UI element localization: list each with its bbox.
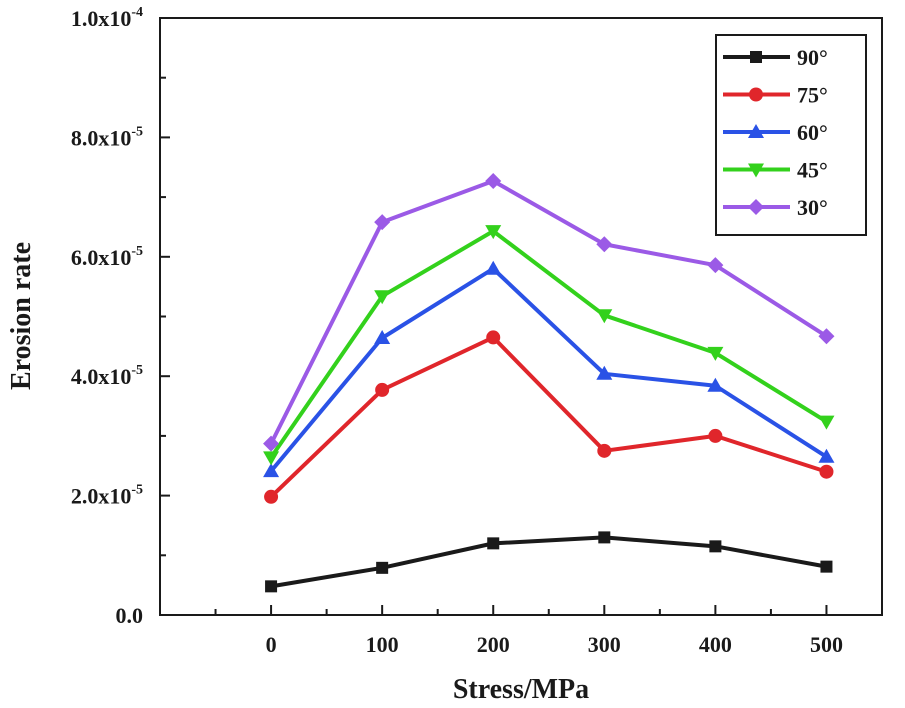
data-point xyxy=(265,580,278,593)
x-tick-labels: 0 100 200 300 400 500 xyxy=(266,632,843,657)
y-tick-mantissa: 1.0x10 xyxy=(71,6,132,31)
y-tick-label: 1.0x10-4 xyxy=(71,5,143,31)
data-point xyxy=(263,463,280,478)
y-tick-mantissa: 6.0x10 xyxy=(71,245,132,270)
x-tick-label: 0 xyxy=(266,632,277,657)
y-tick-exponent: -5 xyxy=(131,363,143,378)
data-point xyxy=(818,415,835,430)
legend-label: 60° xyxy=(797,120,828,145)
y-tick-exponent: -5 xyxy=(131,483,143,498)
legend-entry: 90° xyxy=(723,45,828,70)
series-layer xyxy=(263,172,835,593)
data-point xyxy=(374,329,391,344)
data-point xyxy=(597,443,612,458)
data-point xyxy=(485,172,502,189)
data-point xyxy=(596,236,613,253)
series-1 xyxy=(264,330,834,504)
data-point xyxy=(263,451,280,466)
x-tick-label: 100 xyxy=(366,632,399,657)
y-tick-exponent: -5 xyxy=(131,124,143,139)
series-3 xyxy=(263,225,835,466)
series-2 xyxy=(263,260,835,478)
data-point xyxy=(820,560,833,573)
y-tick-label: 2.0x10-5 xyxy=(71,483,143,509)
legend-label: 90° xyxy=(797,45,828,70)
data-point xyxy=(376,561,389,574)
series-line xyxy=(269,266,828,473)
y-tick-exponent: -4 xyxy=(131,5,143,20)
series-line xyxy=(269,178,828,445)
data-point xyxy=(374,290,391,305)
x-tick-label: 200 xyxy=(477,632,510,657)
y-tick-mantissa: 8.0x10 xyxy=(71,125,132,150)
data-point xyxy=(598,531,611,544)
y-tick-labels: 0.02.0x10-54.0x10-56.0x10-58.0x10-51.0x1… xyxy=(71,5,143,628)
data-point xyxy=(818,448,835,463)
axis-ticks xyxy=(160,17,828,616)
data-point xyxy=(487,537,500,550)
legend-marker xyxy=(750,51,762,63)
y-tick-label: 0.0 xyxy=(116,603,144,628)
data-point xyxy=(374,214,391,231)
data-point xyxy=(596,309,613,324)
data-point xyxy=(818,328,835,345)
legend: 90° 75° 60° 45° 30° xyxy=(715,34,867,236)
legend-entry: 30° xyxy=(723,195,828,220)
legend-marker xyxy=(749,87,763,102)
x-tick-label: 500 xyxy=(810,632,843,657)
y-tick-label: 6.0x10-5 xyxy=(71,244,143,270)
legend-marker xyxy=(748,124,764,138)
x-tick-label: 400 xyxy=(699,632,732,657)
legend-entry: 45° xyxy=(723,158,828,183)
legend-label: 30° xyxy=(797,195,828,220)
y-tick-label: 4.0x10-5 xyxy=(71,363,143,389)
legend-entry: 75° xyxy=(723,83,828,108)
series-0 xyxy=(265,531,833,593)
legend-label: 45° xyxy=(797,158,828,183)
data-point xyxy=(263,435,280,452)
data-point xyxy=(708,428,723,443)
legend-label: 75° xyxy=(797,83,828,108)
data-point xyxy=(707,257,724,274)
x-tick-label: 300 xyxy=(588,632,621,657)
legend-marker xyxy=(748,199,764,215)
series-4 xyxy=(263,172,835,452)
data-point xyxy=(709,540,722,553)
y-tick-label: 8.0x10-5 xyxy=(71,124,143,150)
y-tick-mantissa: 0.0 xyxy=(116,603,144,628)
legend-marker xyxy=(748,163,764,178)
data-point xyxy=(819,464,834,479)
data-point xyxy=(486,330,501,345)
data-point xyxy=(596,365,613,380)
data-point xyxy=(264,489,279,504)
y-tick-exponent: -5 xyxy=(131,244,143,259)
y-tick-mantissa: 4.0x10 xyxy=(71,364,132,389)
y-tick-mantissa: 2.0x10 xyxy=(71,484,132,509)
data-point xyxy=(375,382,390,397)
data-point xyxy=(707,346,724,361)
x-axis-title: Stress/MPa xyxy=(453,674,589,705)
series-line xyxy=(269,229,828,459)
legend-entry: 60° xyxy=(723,120,828,145)
data-point xyxy=(485,225,502,240)
series-line xyxy=(270,535,827,589)
y-axis-title: Erosion rate xyxy=(6,242,37,390)
series-line xyxy=(269,335,828,499)
data-point xyxy=(485,260,502,275)
legend-box xyxy=(715,34,867,236)
data-point xyxy=(707,377,724,392)
